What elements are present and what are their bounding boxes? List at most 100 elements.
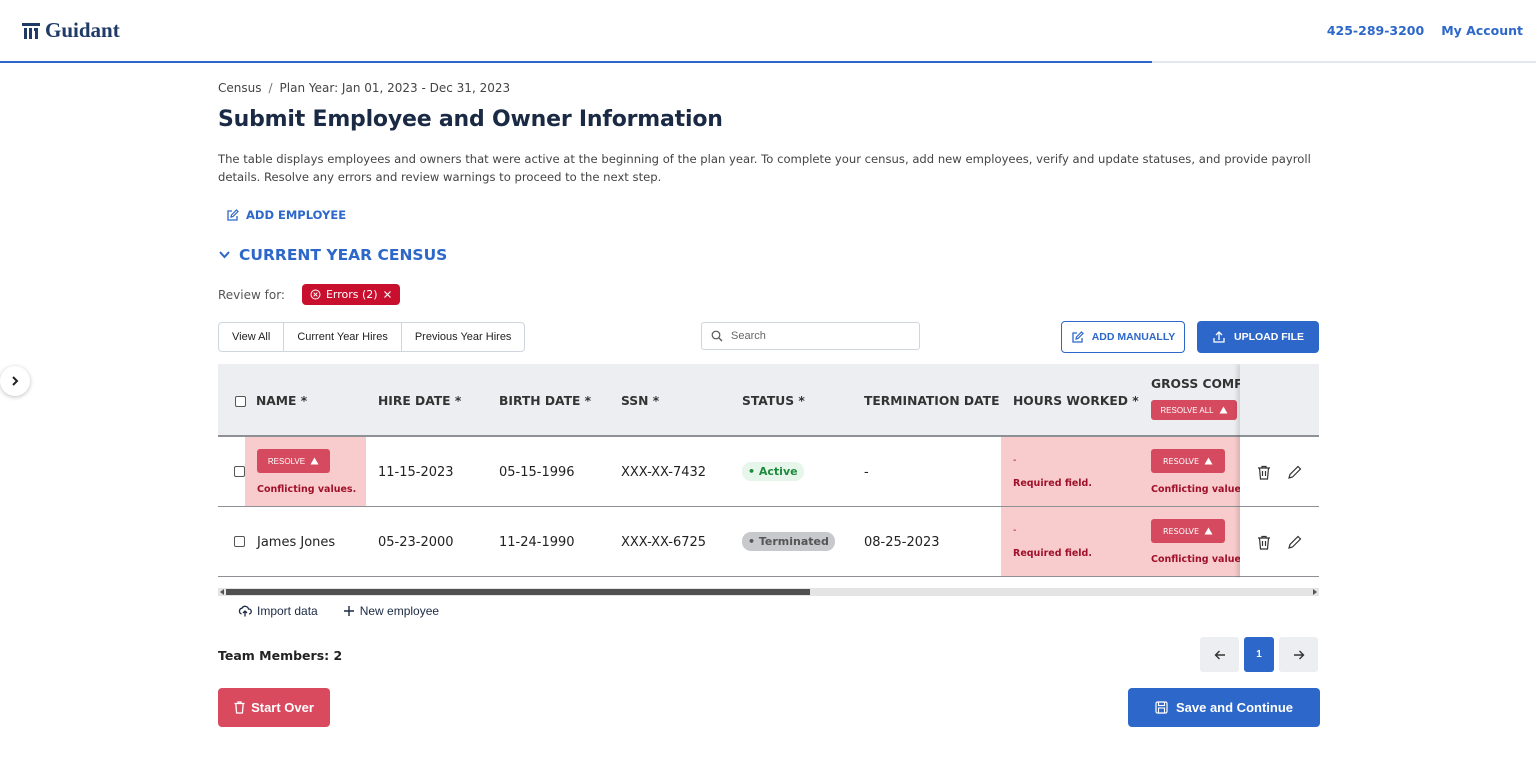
ssn-cell[interactable]: XXX-XX-6725 [621,535,707,550]
tab-previous-year-hires[interactable]: Previous Year Hires [414,331,512,343]
trash-icon [234,701,245,714]
error-circle-icon [310,289,321,300]
upload-icon [1213,331,1225,343]
column-hours-worked[interactable]: HOURS WORKED * [1013,394,1139,408]
trash-icon[interactable] [1257,535,1271,550]
add-manually-button[interactable]: ADD MANUALLY [1061,321,1185,353]
page-button-current[interactable]: 1 [1244,637,1274,672]
table-header: NAME * HIRE DATE * BIRTH DATE * SSN * ST… [218,364,1319,437]
team-members-count: Team Members: 2 [218,648,343,663]
phone-link[interactable]: 425-289-3200 [1326,23,1425,38]
status-badge-active[interactable]: • Active [742,462,804,481]
warning-icon [1204,457,1213,465]
table-horizontal-scrollbar[interactable] [218,588,1319,596]
hours-cell-error[interactable]: - Required field. [1001,437,1140,506]
start-over-button[interactable]: Start Over [218,688,330,727]
scroll-right-arrow[interactable] [1313,589,1317,595]
column-status[interactable]: STATUS * [742,394,805,408]
table-row: RESOLVE Conflicting values. 11-15-2023 0… [218,437,1319,507]
guidant-logo[interactable]: Guidant [22,18,120,43]
warning-icon [1204,527,1213,535]
step-progress-bar [0,61,1536,63]
resolve-gross-button[interactable]: RESOLVE [1151,449,1225,473]
select-all-checkbox[interactable] [235,396,246,407]
review-filter: Review for: Errors (2) [218,284,400,305]
arrow-left-icon [1214,650,1225,659]
save-and-continue-label: Save and Continue [1175,700,1294,715]
edit-square-icon [227,208,239,221]
step-progress-fill [0,61,1152,63]
hours-cell-error[interactable]: - Required field. [1001,507,1140,576]
termination-date-cell[interactable]: - [864,465,869,480]
hire-date-cell[interactable]: 11-15-2023 [378,465,454,480]
column-name[interactable]: NAME * [256,394,308,408]
pencil-icon[interactable] [1287,535,1302,550]
import-data-link[interactable]: Import data [238,604,318,618]
scroll-left-arrow[interactable] [220,589,224,595]
pagination: 1 [1200,637,1318,672]
add-employee-label: ADD EMPLOYEE [246,208,347,222]
previous-page-button[interactable] [1200,637,1239,672]
pencil-icon[interactable] [1287,465,1302,480]
hours-error-message: Required field. [1013,478,1092,489]
search-field[interactable]: Search [701,322,920,350]
page-description: The table displays employees and owners … [218,152,1311,184]
column-gross-compensation[interactable]: GROSS COMPE [1151,377,1252,391]
column-termination-date[interactable]: TERMINATION DATE [864,394,1000,408]
top-header: Guidant 425-289-3200 My Account [0,0,1536,63]
status-badge-text: Active [758,465,798,478]
column-birth-date[interactable]: BIRTH DATE * [499,394,592,408]
new-employee-label: New employee [359,604,440,618]
add-manually-label: ADD MANUALLY [1091,331,1176,343]
gross-cell-error[interactable]: RESOLVE Conflicting values. [1140,507,1250,576]
resolve-gross-button[interactable]: RESOLVE [1151,519,1225,543]
trash-icon[interactable] [1257,465,1271,480]
resolve-all-button[interactable]: RESOLVE ALL [1151,400,1237,420]
column-hire-date[interactable]: HIRE DATE * [378,394,462,408]
cloud-upload-icon [238,605,252,617]
scrollbar-thumb[interactable] [226,589,810,595]
census-table: NAME * HIRE DATE * BIRTH DATE * SSN * ST… [218,364,1319,578]
termination-date-cell[interactable]: 08-25-2023 [864,535,940,550]
row-checkbox[interactable] [234,466,245,477]
ssn-cell[interactable]: XXX-XX-7432 [621,465,707,480]
sidebar-expand-button[interactable] [0,366,30,396]
hours-value: - [1013,525,1017,536]
import-data-label: Import data [257,604,318,618]
resolve-name-button[interactable]: RESOLVE [257,449,330,473]
add-employee-button[interactable]: ADD EMPLOYEE [226,208,346,222]
status-badge-terminated[interactable]: • Terminated [742,532,835,551]
name-cell[interactable]: James Jones [257,535,336,550]
section-toggle-current-year-census[interactable]: CURRENT YEAR CENSUS [218,246,447,264]
column-ssn[interactable]: SSN * [621,394,660,408]
save-and-continue-button[interactable]: Save and Continue [1128,688,1320,727]
table-row: James Jones 05-23-2000 11-24-1990 XXX-XX… [218,507,1319,577]
row-checkbox[interactable] [234,536,245,547]
review-label: Review for: [218,287,285,302]
tab-current-year-hires[interactable]: Current Year Hires [284,323,402,351]
upload-file-label: UPLOAD FILE [1234,331,1304,343]
resolve-label: RESOLVE [1162,526,1200,536]
upload-file-button[interactable]: UPLOAD FILE [1197,321,1319,353]
resolve-all-label: RESOLVE ALL [1160,405,1214,415]
hire-date-cell[interactable]: 05-23-2000 [378,535,454,550]
warning-icon [310,457,319,465]
resolve-label: RESOLVE [267,456,306,466]
my-account-link[interactable]: My Account [1441,23,1523,38]
gross-cell-error[interactable]: RESOLVE Conflicting values. [1140,437,1250,506]
birth-date-cell[interactable]: 11-24-1990 [499,535,575,550]
row-divider [1240,576,1319,577]
search-placeholder: Search [731,330,766,342]
gross-error-message: Conflicting values. [1151,484,1251,495]
gross-error-message: Conflicting values. [1151,554,1251,565]
breadcrumb-census[interactable]: Census [218,81,262,95]
new-employee-link[interactable]: New employee [343,604,439,618]
brand-name: Guidant [45,18,120,42]
section-title: CURRENT YEAR CENSUS [239,246,448,264]
close-icon[interactable] [383,290,392,299]
errors-filter-chip[interactable]: Errors (2) [301,284,400,305]
birth-date-cell[interactable]: 05-15-1996 [499,465,575,480]
tab-view-all[interactable]: View All [219,323,285,351]
next-page-button[interactable] [1279,637,1318,672]
view-tabs: View All Current Year Hires Previous Yea… [218,322,526,352]
